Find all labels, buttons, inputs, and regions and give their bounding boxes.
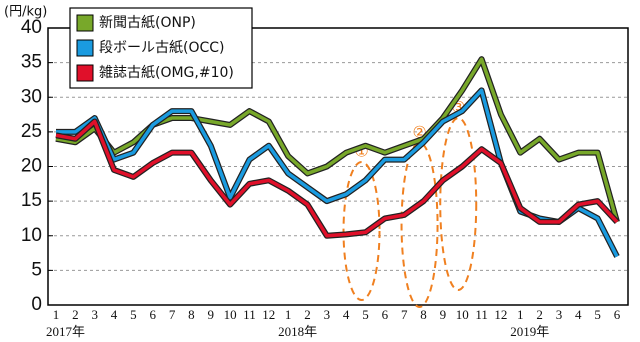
x-tick-label: 8: [188, 307, 195, 322]
y-tick-label: 25: [21, 121, 42, 142]
x-tick-label: 1: [53, 307, 60, 322]
x-tick-label: 4: [111, 307, 118, 322]
x-tick-label: 5: [594, 307, 601, 322]
x-tick-label: 11: [243, 307, 256, 322]
x-tick-label: 4: [575, 307, 582, 322]
plot-frame: [47, 27, 629, 306]
x-tick-label: 3: [556, 307, 563, 322]
x-tick-label: 4: [343, 307, 350, 322]
x-tick-label: 7: [401, 307, 408, 322]
x-tick-label: 5: [130, 307, 137, 322]
x-tick-label: 3: [324, 307, 331, 322]
x-tick-label: 2: [72, 307, 79, 322]
x-tick-label: 6: [382, 307, 389, 322]
legend-label: 新聞古紙(ONP): [99, 15, 196, 31]
x-tick-label: 9: [208, 307, 215, 322]
legend-box: [69, 7, 253, 89]
x-tick-label: 12: [494, 307, 507, 322]
legend-label: 段ボール古紙(OCC): [99, 40, 225, 56]
y-tick-label: 35: [21, 52, 42, 73]
x-tick-label: 2: [304, 307, 311, 322]
y-unit: (円/kg): [4, 5, 47, 20]
x-tick-label: 1: [285, 307, 292, 322]
x-tick-label: 6: [149, 307, 156, 322]
x-tick-label: 2: [536, 307, 543, 322]
x-tick-label: 1: [517, 307, 524, 322]
y-tick-label: 30: [21, 86, 42, 107]
x-tick-label: 10: [456, 307, 469, 322]
x-tick-label: 3: [91, 307, 98, 322]
x-tick-label: 6: [614, 307, 621, 322]
x-tick-label: 10: [224, 307, 237, 322]
legend-swatch: [76, 39, 94, 57]
y-tick-label: 20: [21, 156, 42, 177]
annotation-ellipse: [342, 161, 381, 301]
y-tick-label: 15: [21, 190, 42, 211]
annotation-ellipse: [439, 117, 478, 291]
x-tick-label: 5: [362, 307, 369, 322]
year-label: 2019年: [510, 324, 549, 339]
legend-label: 雑誌古紙(OMG,#10): [99, 65, 234, 81]
line: [55, 119, 619, 238]
x-tick-label: 8: [420, 307, 427, 322]
x-tick-label: 11: [475, 307, 488, 322]
year-label: 2017年: [46, 324, 85, 339]
annotation-ellipse: [400, 142, 439, 308]
legend-swatch: [76, 14, 94, 32]
year-label: 2018年: [278, 324, 317, 339]
x-tick-label: 9: [440, 307, 447, 322]
y-tick-label: 40: [21, 17, 42, 38]
y-tick-label: 5: [31, 259, 42, 280]
y-tick-label: 0: [31, 294, 42, 315]
x-tick-label: 7: [169, 307, 176, 322]
y-tick-label: 10: [21, 225, 42, 246]
x-tick-label: 12: [262, 307, 275, 322]
legend-swatch: [76, 64, 94, 82]
